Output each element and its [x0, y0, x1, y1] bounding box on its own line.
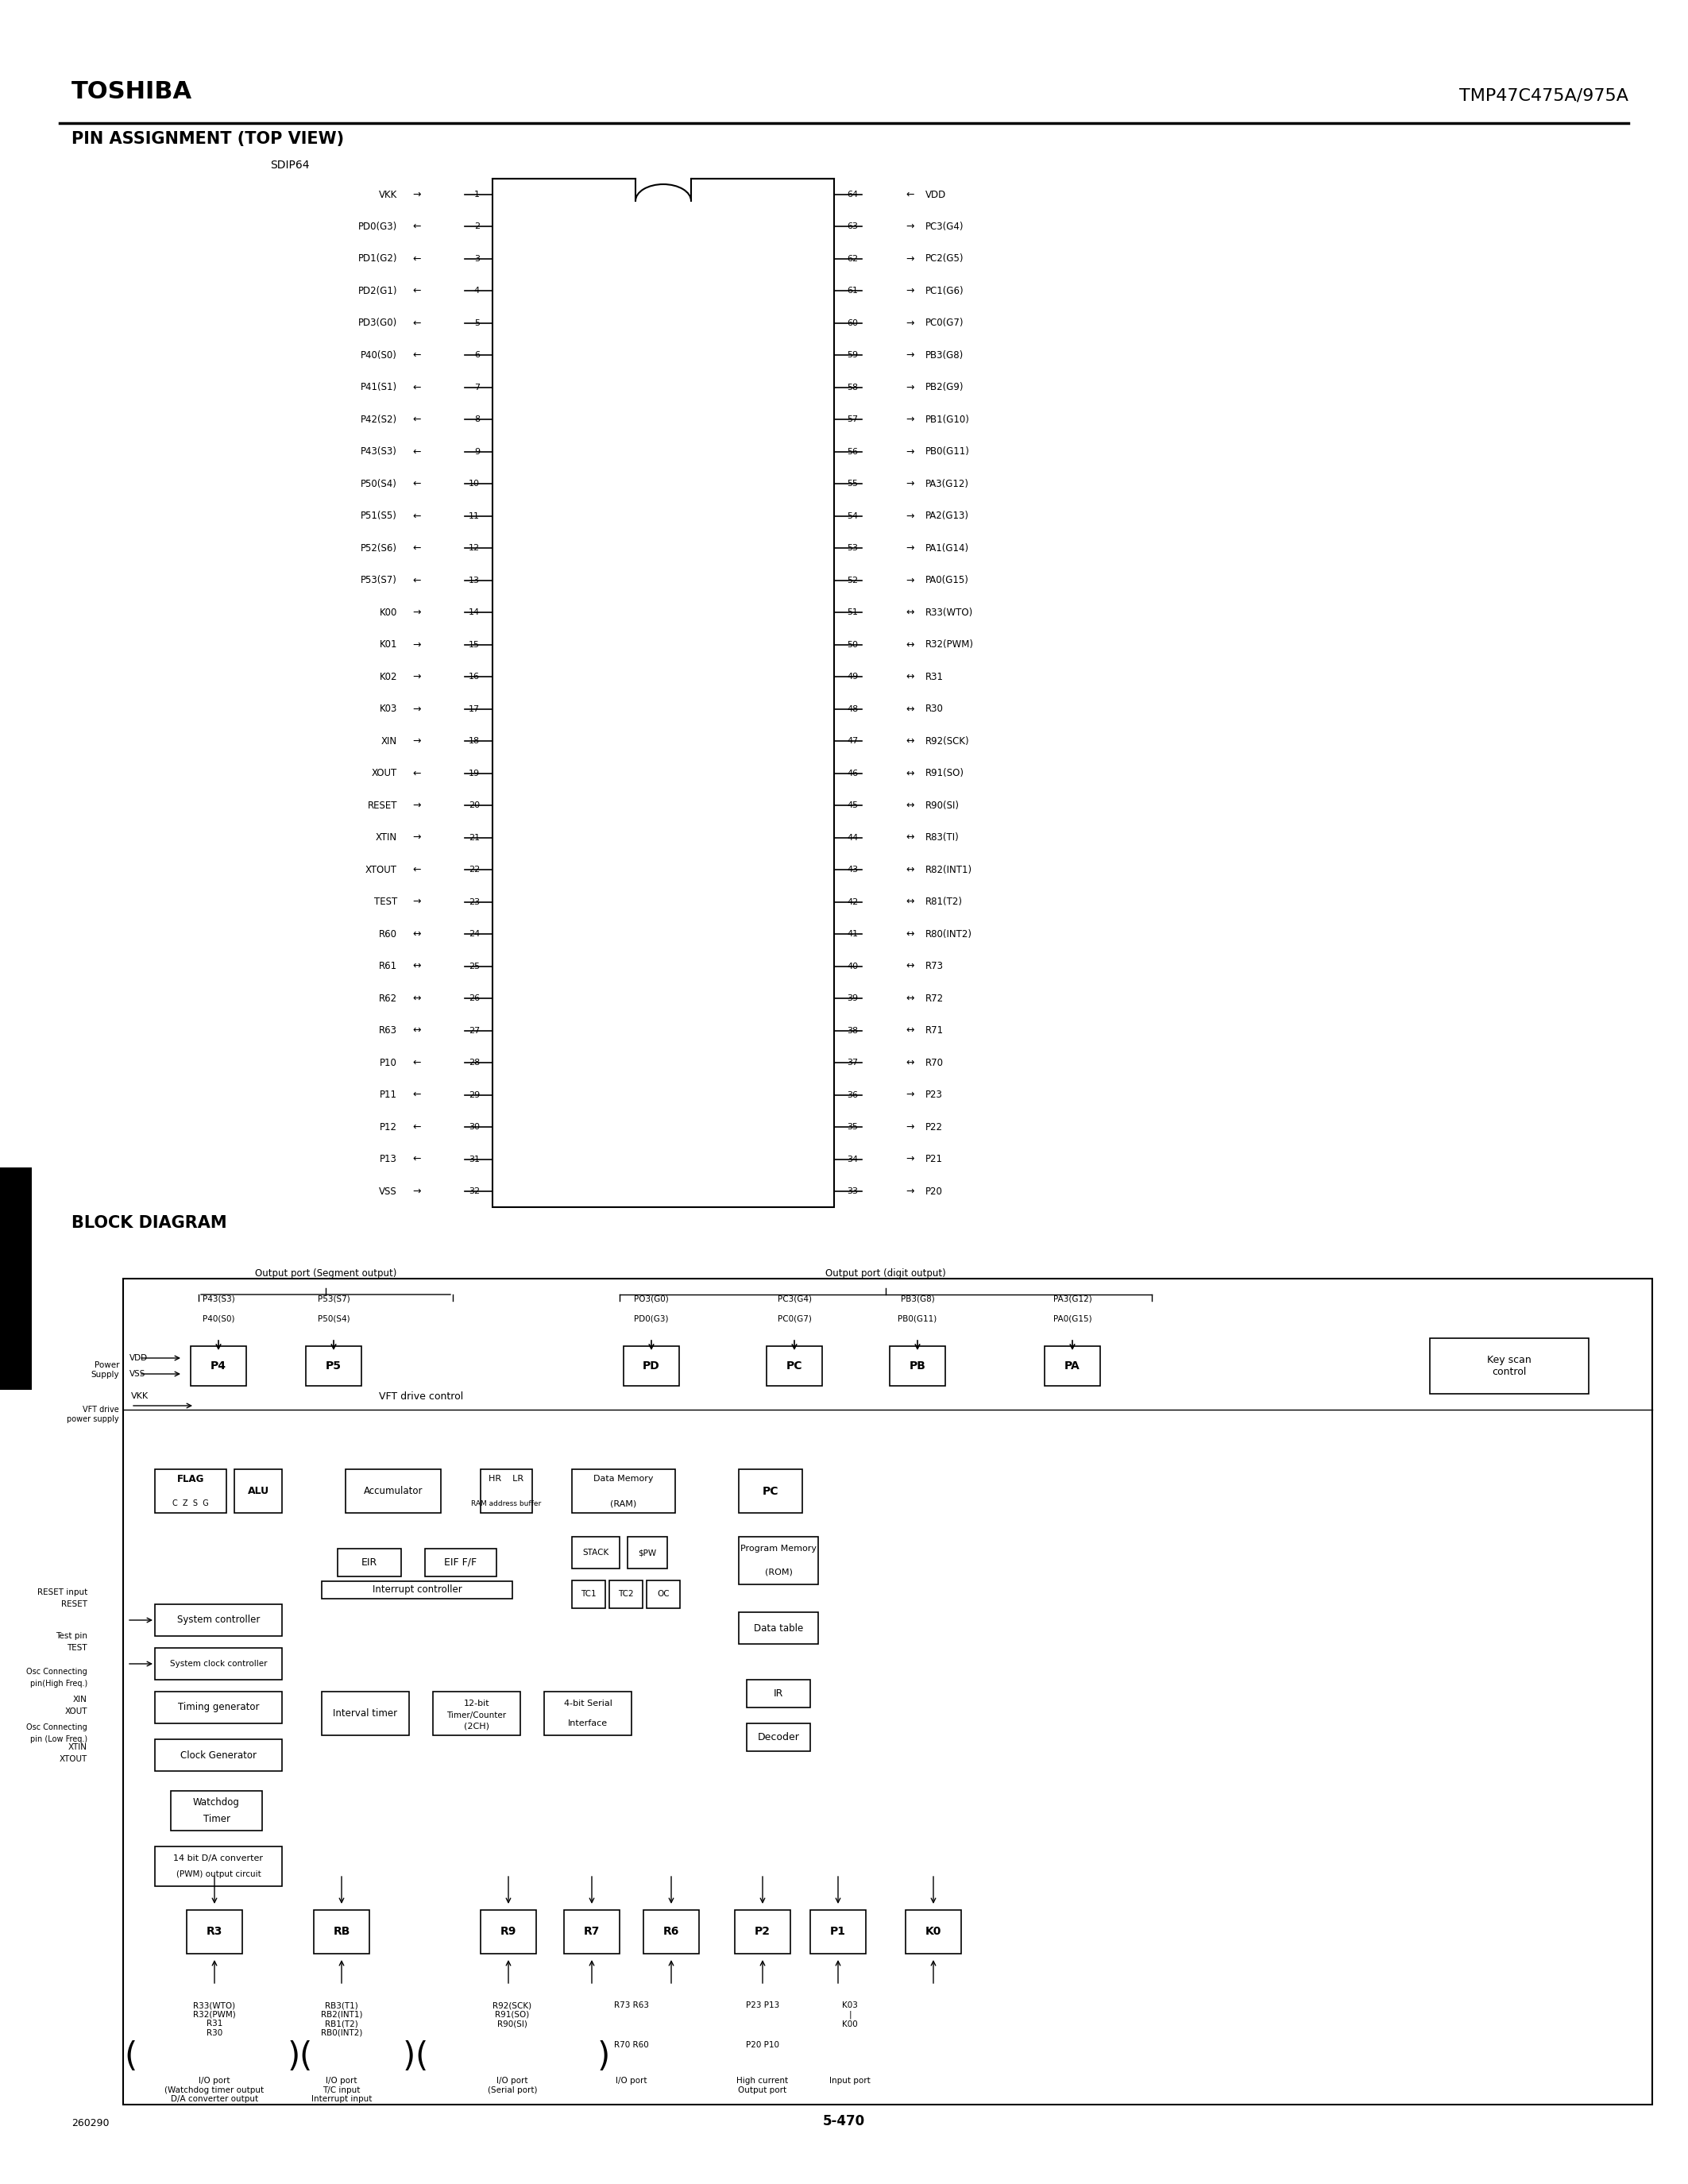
Text: →: → [905, 319, 913, 328]
Text: 7: 7 [474, 384, 479, 391]
Text: K00: K00 [380, 607, 397, 618]
Bar [481, 1911, 537, 1955]
Text: R63: R63 [378, 1024, 397, 1035]
Text: ↔: ↔ [905, 1057, 913, 1068]
Bar [739, 1470, 802, 1514]
Bar [1430, 1339, 1588, 1393]
Text: XTOUT: XTOUT [59, 1756, 88, 1762]
Text: ←: ← [412, 511, 420, 522]
Text: ←: ← [412, 865, 420, 876]
Text: I/O port
(Watchdog timer output
D/A converter output: I/O port (Watchdog timer output D/A conv… [165, 2077, 263, 2103]
Bar [635, 170, 690, 201]
Text: 3: 3 [474, 256, 479, 262]
Text: ): ) [598, 2040, 609, 2073]
Text: P51(S5): P51(S5) [361, 511, 397, 522]
Bar [739, 1538, 819, 1583]
Text: 34: 34 [847, 1155, 858, 1164]
Text: High current
Output port: High current Output port [736, 2077, 788, 2094]
Text: Interval timer: Interval timer [333, 1708, 398, 1719]
Text: 13: 13 [469, 577, 479, 585]
Text: R9: R9 [500, 1926, 517, 1937]
Text: 4-bit Serial: 4-bit Serial [564, 1699, 613, 1708]
Text: I/O port: I/O port [616, 2077, 647, 2086]
Text: PC0(G7): PC0(G7) [776, 1315, 812, 1321]
Text: ↔: ↔ [412, 928, 420, 939]
Text: Data Memory: Data Memory [594, 1474, 653, 1483]
Text: R83(TI): R83(TI) [925, 832, 959, 843]
Text: 27: 27 [469, 1026, 479, 1035]
Bar [155, 1649, 282, 1679]
Text: ←: ← [412, 544, 420, 553]
Text: →: → [905, 1153, 913, 1164]
Text: 38: 38 [847, 1026, 858, 1035]
Text: K02: K02 [380, 673, 397, 681]
Text: RB3(T1)
RB2(INT1)
RB1(T2)
RB0(INT2): RB3(T1) RB2(INT1) RB1(T2) RB0(INT2) [321, 2001, 363, 2038]
Text: 25: 25 [469, 963, 479, 970]
Text: →: → [905, 1186, 913, 1197]
Text: Program Memory: Program Memory [741, 1544, 817, 1553]
Text: ←: ← [412, 446, 420, 456]
Bar [572, 1538, 619, 1568]
Text: 64: 64 [847, 190, 858, 199]
Text: PC2(G5): PC2(G5) [925, 253, 964, 264]
Text: ↔: ↔ [412, 994, 420, 1002]
Text: P1: P1 [830, 1926, 846, 1937]
Text: 56: 56 [847, 448, 858, 456]
Text: K03: K03 [380, 703, 397, 714]
Text: ←: ← [412, 1123, 420, 1131]
Text: P10: P10 [380, 1057, 397, 1068]
Text: R72: R72 [925, 994, 944, 1002]
Text: 19: 19 [469, 769, 479, 778]
Text: P41(S1): P41(S1) [361, 382, 397, 393]
Text: ←: ← [412, 769, 420, 778]
Text: →: → [905, 574, 913, 585]
Text: PA: PA [1065, 1361, 1080, 1372]
Text: R70: R70 [925, 1057, 944, 1068]
Bar [493, 179, 834, 1208]
Text: 9: 9 [474, 448, 479, 456]
Bar [647, 1581, 680, 1607]
Text: PD3(G0): PD3(G0) [358, 319, 397, 328]
Text: 54: 54 [847, 511, 858, 520]
Text: ←: ← [412, 415, 420, 426]
Text: OC: OC [657, 1590, 670, 1599]
Text: VDD: VDD [130, 1354, 149, 1363]
Text: ←: ← [412, 1057, 420, 1068]
Text: K03
|
K00: K03 | K00 [842, 2001, 858, 2029]
Text: 58: 58 [847, 384, 858, 391]
Bar [322, 1693, 408, 1736]
Bar [155, 1845, 282, 1887]
Bar [0, 1168, 32, 1389]
Text: P5: P5 [326, 1361, 341, 1372]
Bar [155, 1470, 226, 1514]
Text: 46: 46 [847, 769, 858, 778]
Text: →: → [905, 544, 913, 553]
Text: PA0(G15): PA0(G15) [925, 574, 969, 585]
Text: 20: 20 [469, 802, 479, 810]
Text: Interrupt controller: Interrupt controller [373, 1586, 463, 1594]
Text: I/O port
T/C input
Interrupt input: I/O port T/C input Interrupt input [311, 2077, 371, 2103]
Text: ←: ← [412, 1153, 420, 1164]
Text: R73: R73 [925, 961, 944, 972]
Bar [155, 1693, 282, 1723]
Text: PIN ASSIGNMENT (TOP VIEW): PIN ASSIGNMENT (TOP VIEW) [71, 131, 344, 146]
Text: R82(INT1): R82(INT1) [925, 865, 972, 876]
Text: →: → [905, 415, 913, 426]
Text: →: → [412, 607, 420, 618]
Text: 12: 12 [469, 544, 479, 553]
Text: C  Z  S  G: C Z S G [172, 1500, 209, 1507]
Text: VDD: VDD [925, 190, 947, 199]
Text: 40: 40 [847, 963, 858, 970]
Text: RESET input: RESET input [37, 1588, 88, 1597]
Text: System clock controller: System clock controller [170, 1660, 267, 1669]
Text: PC1(G6): PC1(G6) [925, 286, 964, 297]
Text: PA2(G13): PA2(G13) [925, 511, 969, 522]
Text: ↔: ↔ [905, 703, 913, 714]
Text: PC3(G4): PC3(G4) [925, 221, 964, 232]
Text: 57: 57 [847, 415, 858, 424]
Text: 61: 61 [847, 286, 858, 295]
Text: →: → [905, 478, 913, 489]
Text: XOUT: XOUT [371, 769, 397, 778]
Text: R6: R6 [663, 1926, 679, 1937]
Text: P43(S3): P43(S3) [203, 1295, 235, 1302]
